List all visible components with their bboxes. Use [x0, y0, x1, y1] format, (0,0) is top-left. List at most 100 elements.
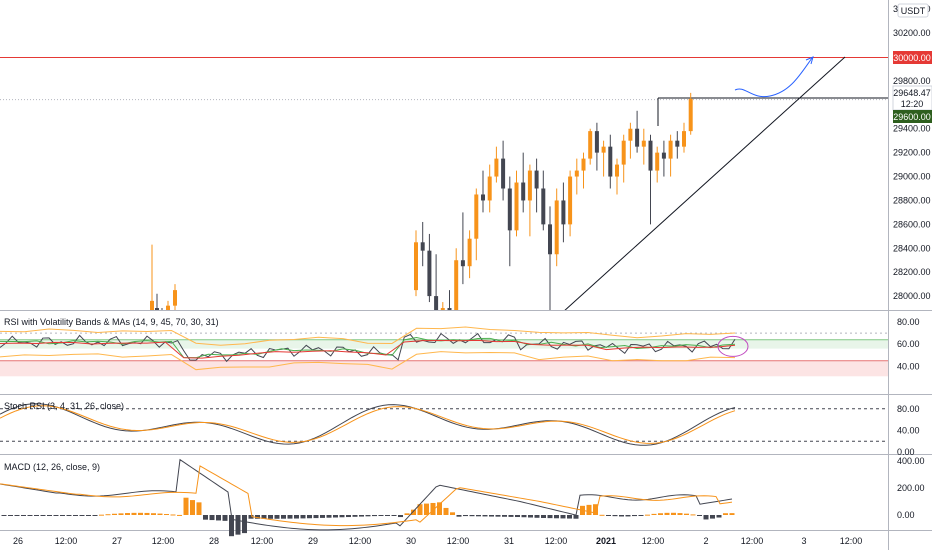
- candle-body: [150, 300, 154, 310]
- price-axis-tick: 30200.00: [893, 28, 931, 38]
- support-price-tag-text: 29600.00: [893, 112, 931, 122]
- candle-body: [173, 290, 177, 306]
- macd-pane[interactable]: [0, 458, 735, 537]
- macd-histogram-bar: [658, 513, 663, 515]
- candle-body: [166, 305, 170, 310]
- candle-body: [434, 296, 439, 310]
- candle-body: [427, 250, 432, 297]
- price-pane[interactable]: [0, 56, 888, 332]
- macd-histogram-bar: [1, 515, 7, 516]
- candle-body: [655, 152, 660, 171]
- price-axis-tick: 28000.00: [893, 291, 931, 301]
- x-axis-label: 12:00: [55, 536, 78, 546]
- x-axis-label: 30: [406, 536, 416, 546]
- candle-body: [594, 131, 599, 153]
- macd-histogram-bar: [677, 513, 683, 515]
- macd-histogram-bar: [313, 515, 319, 519]
- macd-histogram-bar: [573, 515, 579, 519]
- currency-label: USDT: [901, 6, 926, 16]
- stoch-axis-tick: 0.00: [897, 447, 915, 457]
- price-axis-tick: 28200.00: [893, 267, 931, 277]
- x-axis-label: 28: [209, 536, 219, 546]
- macd-histogram-bar: [560, 515, 566, 519]
- candle-body: [574, 170, 579, 177]
- macd-line: [0, 458, 733, 531]
- price-axis[interactable]: 26 12:00 27 12:00 28 12:00 29 12:00 30 12:00 31 12:…: [13, 4, 931, 546]
- macd-histogram-bar: [599, 514, 605, 516]
- candle-body: [481, 194, 485, 201]
- currency-badge[interactable]: [897, 3, 929, 18]
- macd-histogram-bar: [729, 513, 735, 515]
- macd-histogram-bar: [710, 515, 715, 519]
- candle-body: [474, 194, 479, 239]
- macd-histogram-bar: [47, 515, 52, 516]
- stoch-axis-tick: 40.00: [897, 425, 920, 435]
- macd-histogram-bar: [521, 515, 527, 518]
- candle-body: [420, 242, 425, 251]
- macd-histogram-bar: [326, 515, 332, 518]
- rsi-line: [0, 332, 736, 363]
- macd-histogram-bar: [385, 515, 390, 516]
- macd-histogram-bar: [131, 512, 137, 515]
- candle-body: [661, 152, 666, 159]
- macd-histogram-bar: [476, 515, 481, 517]
- resistance-price-tag-text: 30000.00: [893, 53, 931, 63]
- macd-histogram-bar: [554, 515, 559, 519]
- candle-body: [534, 170, 539, 189]
- macd-histogram-bar: [703, 515, 709, 520]
- macd-histogram-bar: [372, 515, 377, 517]
- macd-histogram-bar: [157, 513, 163, 515]
- x-axis-label: 12:00: [152, 536, 175, 546]
- macd-histogram-bar: [664, 512, 670, 515]
- x-axis-label: 12:00: [447, 536, 470, 546]
- macd-histogram-bar: [716, 515, 722, 518]
- macd-histogram-bar: [528, 515, 533, 518]
- macd-histogram-bar: [255, 515, 260, 519]
- rsi-axis-tick: 40.00: [897, 361, 920, 371]
- countdown-text: 12:20: [901, 99, 924, 109]
- macd-histogram-bar: [144, 512, 150, 515]
- macd-histogram-bar: [632, 515, 637, 517]
- x-axis-label: 29: [308, 536, 318, 546]
- macd-histogram-bar: [534, 515, 540, 518]
- macd-histogram-bar: [378, 515, 384, 516]
- macd-histogram-bar: [424, 503, 429, 515]
- candle-body: [621, 140, 626, 165]
- price-axis-tick: 29800.00: [893, 76, 931, 86]
- macd-histogram-bar: [359, 515, 364, 517]
- candle-body: [635, 128, 640, 147]
- macd-histogram-bar: [125, 513, 130, 515]
- macd-histogram-bar: [365, 515, 371, 517]
- macd-histogram-bar: [450, 512, 455, 515]
- x-axis-label: 3: [801, 536, 806, 546]
- candle-body: [467, 238, 472, 267]
- stoch-rsi-pane[interactable]: [0, 403, 888, 446]
- macd-histogram-bar: [99, 514, 104, 516]
- rsi-axis-tick: 80.00: [897, 317, 920, 327]
- x-axis-label: 26: [13, 536, 23, 546]
- rsi-pane-label[interactable]: RSI with Volatility Bands & MAs (14, 9, …: [4, 317, 219, 327]
- x-axis-label: 12:00: [840, 536, 863, 546]
- macd-histogram-bar: [411, 509, 416, 515]
- macd-histogram-bar: [183, 497, 189, 515]
- macd-histogram-bar: [463, 515, 468, 517]
- macd-histogram-bar: [235, 515, 241, 535]
- rsi-ma-line: [0, 337, 736, 359]
- macd-histogram-bar: [209, 515, 215, 521]
- rsi-pane[interactable]: [0, 326, 888, 377]
- macd-histogram-bar: [339, 515, 345, 518]
- ascending-trendline: [564, 56, 846, 310]
- candle-body: [554, 200, 559, 255]
- stoch-pane-label[interactable]: Stoch RSI (3, 4, 31, 26, close): [4, 401, 124, 411]
- macd-histogram-bar: [203, 515, 208, 520]
- price-plot: [0, 56, 888, 310]
- candle-body: [541, 188, 546, 225]
- last-price-tag: 29648.47 12:20: [892, 85, 932, 111]
- candle-body: [581, 158, 586, 171]
- macd-histogram-bar: [612, 515, 618, 517]
- x-axis-label: 12:00: [251, 536, 274, 546]
- macd-pane-label[interactable]: MACD (12, 26, close, 9): [4, 462, 100, 472]
- macd-histogram-bar: [606, 515, 611, 516]
- macd-axis-tick: 400.00: [897, 456, 925, 466]
